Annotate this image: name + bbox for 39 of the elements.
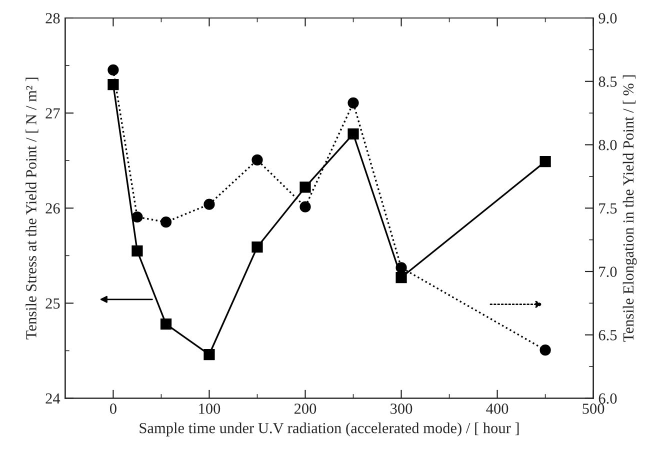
y-tick-label: 26 (46, 203, 60, 214)
y-tick-label: 24 (46, 393, 60, 404)
point (252, 242, 263, 253)
point (300, 201, 311, 212)
y-tick-label: 28 (46, 13, 60, 24)
point (396, 262, 407, 274)
point (160, 216, 172, 228)
y-axis-title: Tensile Stress at the Yield Point / [ N / m² ] (26, 78, 38, 340)
y2-axis-title: Tensile Elongation in the Yield Point / [ % ] (622, 75, 637, 342)
y2-tick-label: 8.5 (598, 76, 617, 87)
point (204, 198, 215, 210)
x-tick-label: 300 (390, 404, 412, 414)
x-axis-title: Sample time under U.V radiation (accelerated mode) / [ hour ] (140, 422, 519, 436)
point (132, 245, 143, 256)
point (348, 128, 359, 140)
point (108, 64, 119, 76)
point (204, 348, 215, 360)
x-tick-label: 400 (486, 404, 508, 414)
y2-tick-label: 6.0 (598, 393, 617, 404)
y2-tick-label: 7.0 (599, 266, 617, 278)
y2-tick-label: 8.0 (598, 140, 617, 150)
x-tick-label: 100 (199, 404, 220, 414)
point (540, 344, 551, 356)
x-tick-label: 0 (110, 404, 116, 414)
y2-tick-label: 6.5 (598, 330, 617, 340)
point (396, 272, 407, 284)
x-tick-label: 200 (294, 404, 316, 414)
point (348, 97, 359, 108)
point (540, 156, 551, 168)
point (108, 78, 119, 90)
point (132, 211, 143, 223)
x-tick-label: 500 (582, 404, 604, 414)
y2-tick-label: 9.0 (598, 13, 617, 24)
point (300, 182, 311, 193)
y-tick-label: 27 (46, 108, 60, 118)
y-tick-label: 25 (46, 298, 60, 309)
point (252, 154, 263, 166)
point (160, 318, 172, 330)
y2-tick-label: 7.5 (599, 203, 617, 214)
